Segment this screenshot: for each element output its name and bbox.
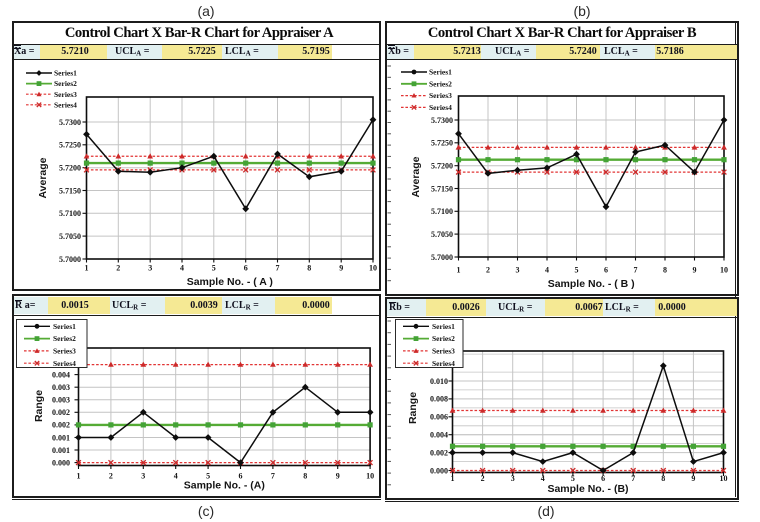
svg-text:0.004: 0.004 xyxy=(430,431,448,440)
svg-text:5: 5 xyxy=(575,266,579,275)
svg-text:0.002: 0.002 xyxy=(52,408,70,417)
svg-text:5.7000: 5.7000 xyxy=(59,255,81,264)
svg-text:Range: Range xyxy=(33,390,45,422)
svg-text:Sample No. - (B): Sample No. - (B) xyxy=(547,483,628,495)
svg-text:Series1: Series1 xyxy=(429,68,452,77)
svg-text:Sample No. - ( B ): Sample No. - ( B ) xyxy=(548,278,635,290)
svg-text:6: 6 xyxy=(244,264,248,273)
svg-text:Series1: Series1 xyxy=(53,322,76,331)
svg-text:2: 2 xyxy=(481,474,485,483)
svg-text:Series4: Series4 xyxy=(429,103,452,112)
svg-text:0.008: 0.008 xyxy=(430,395,448,404)
svg-text:10: 10 xyxy=(366,472,374,481)
svg-text:2: 2 xyxy=(486,266,490,275)
svg-text:5.7000: 5.7000 xyxy=(431,253,453,262)
svg-text:0.002: 0.002 xyxy=(430,448,448,457)
svg-text:9: 9 xyxy=(339,264,343,273)
svg-text:6: 6 xyxy=(601,474,605,483)
svg-text:0.004: 0.004 xyxy=(52,370,70,379)
svg-text:8: 8 xyxy=(303,472,307,481)
svg-text:5.7050: 5.7050 xyxy=(431,230,453,239)
svg-text:9: 9 xyxy=(693,266,697,275)
svg-text:Series3: Series3 xyxy=(54,90,77,99)
svg-text:4: 4 xyxy=(545,266,549,275)
svg-text:7: 7 xyxy=(631,474,635,483)
svg-text:9: 9 xyxy=(336,472,340,481)
svg-text:8: 8 xyxy=(663,266,667,275)
svg-text:0.000: 0.000 xyxy=(430,466,448,475)
svg-text:Series1: Series1 xyxy=(54,69,77,78)
svg-text:3: 3 xyxy=(148,264,152,273)
svg-text:3: 3 xyxy=(511,474,515,483)
svg-text:Series4: Series4 xyxy=(53,359,76,368)
svg-text:Sample No. - (A): Sample No. - (A) xyxy=(184,480,265,492)
svg-text:0.000: 0.000 xyxy=(52,458,70,467)
svg-text:0.001: 0.001 xyxy=(52,446,70,455)
svg-text:10: 10 xyxy=(720,266,728,275)
svg-text:5.7300: 5.7300 xyxy=(431,116,453,125)
svg-text:5.7250: 5.7250 xyxy=(59,141,81,150)
svg-text:Series3: Series3 xyxy=(53,347,76,356)
svg-text:5.7100: 5.7100 xyxy=(59,209,81,218)
svg-text:10: 10 xyxy=(369,264,377,273)
svg-text:Series3: Series3 xyxy=(429,91,452,100)
svg-text:0.010: 0.010 xyxy=(430,377,448,386)
svg-text:5.7200: 5.7200 xyxy=(431,162,453,171)
svg-text:Series1: Series1 xyxy=(432,322,455,331)
svg-text:5.7150: 5.7150 xyxy=(59,186,81,195)
svg-text:4: 4 xyxy=(174,472,178,481)
svg-text:5: 5 xyxy=(206,472,210,481)
svg-text:5.7050: 5.7050 xyxy=(59,232,81,241)
svg-text:2: 2 xyxy=(116,264,120,273)
svg-text:10: 10 xyxy=(720,474,728,483)
svg-text:Series2: Series2 xyxy=(53,334,76,343)
svg-text:7: 7 xyxy=(634,266,638,275)
svg-text:5.7150: 5.7150 xyxy=(431,184,453,193)
svg-text:2: 2 xyxy=(109,472,113,481)
svg-text:3: 3 xyxy=(141,472,145,481)
svg-text:5.7250: 5.7250 xyxy=(431,139,453,148)
svg-text:1: 1 xyxy=(457,266,461,275)
svg-text:5.7100: 5.7100 xyxy=(431,207,453,216)
svg-text:Series2: Series2 xyxy=(432,334,455,343)
svg-text:Average: Average xyxy=(410,156,422,197)
svg-text:6: 6 xyxy=(239,472,243,481)
svg-text:7: 7 xyxy=(276,264,280,273)
svg-text:6: 6 xyxy=(604,266,608,275)
svg-text:3: 3 xyxy=(516,266,520,275)
svg-text:9: 9 xyxy=(691,474,695,483)
svg-text:7: 7 xyxy=(271,472,275,481)
svg-text:5.7200: 5.7200 xyxy=(59,164,81,173)
svg-text:Series4: Series4 xyxy=(432,359,455,368)
svg-text:1: 1 xyxy=(77,472,81,481)
svg-text:4: 4 xyxy=(180,264,184,273)
svg-text:0.003: 0.003 xyxy=(52,383,70,392)
svg-text:1: 1 xyxy=(85,264,89,273)
svg-text:0.001: 0.001 xyxy=(52,433,70,442)
svg-text:0.003: 0.003 xyxy=(52,396,70,405)
svg-text:Sample No. - ( A ): Sample No. - ( A ) xyxy=(187,276,273,288)
svg-text:Series2: Series2 xyxy=(429,79,452,88)
svg-text:Series3: Series3 xyxy=(432,347,455,356)
svg-text:0.002: 0.002 xyxy=(52,421,70,430)
svg-text:1: 1 xyxy=(451,474,455,483)
svg-text:5: 5 xyxy=(571,474,575,483)
svg-text:8: 8 xyxy=(307,264,311,273)
svg-text:5.7300: 5.7300 xyxy=(59,118,81,127)
svg-text:4: 4 xyxy=(541,474,545,483)
svg-text:Series4: Series4 xyxy=(54,100,77,109)
svg-text:8: 8 xyxy=(661,474,665,483)
svg-text:Average: Average xyxy=(37,157,49,198)
svg-text:Series2: Series2 xyxy=(54,79,77,88)
svg-text:0.006: 0.006 xyxy=(430,413,448,422)
svg-text:5: 5 xyxy=(212,264,216,273)
svg-text:Range: Range xyxy=(407,392,419,424)
